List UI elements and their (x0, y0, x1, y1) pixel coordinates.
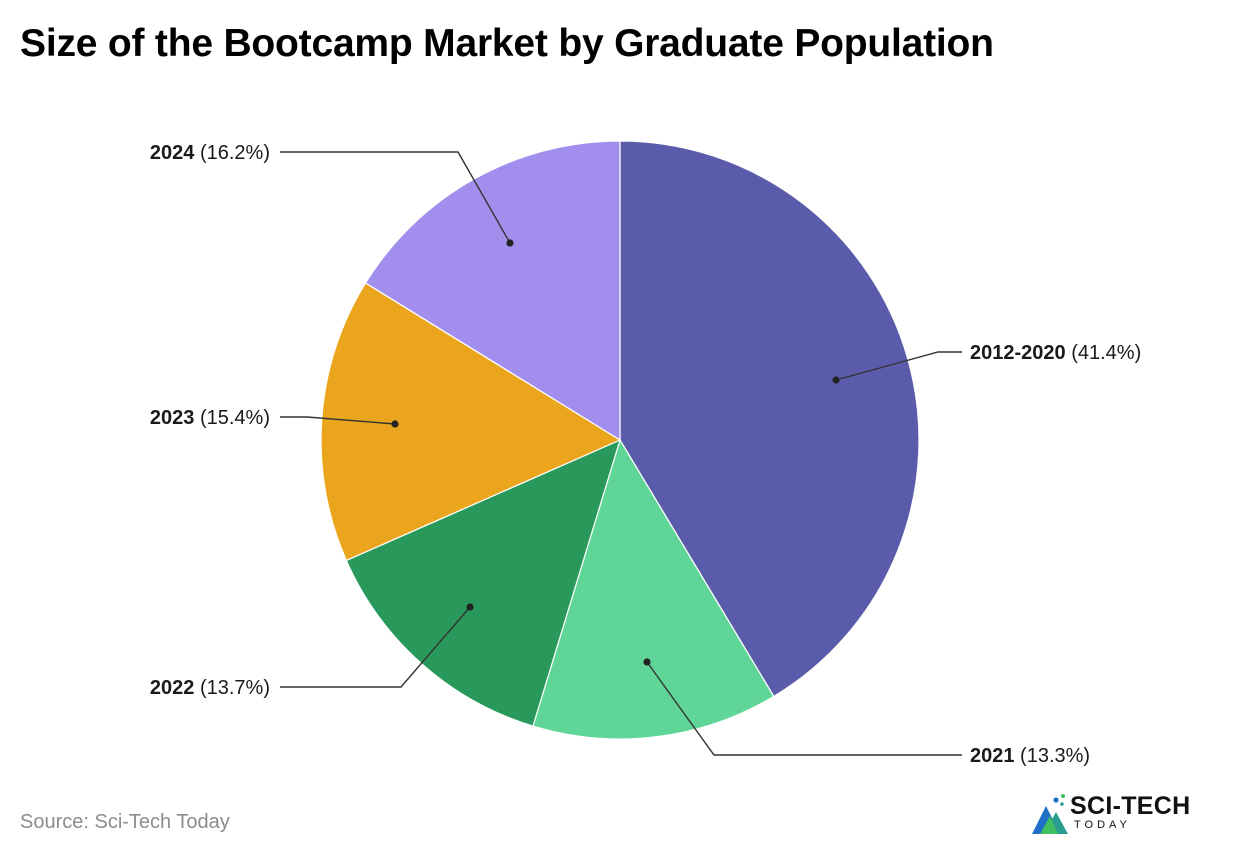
logo-name: SCI-TECH (1070, 792, 1191, 820)
slice-label-value: (13.7%) (194, 677, 270, 699)
slice-label-name: 2022 (150, 677, 195, 699)
leader-line-2023 (280, 416, 396, 425)
leader-dot-2023 (391, 420, 399, 428)
pie-slice-2021 (532, 438, 775, 740)
leader-dot-2012-2020 (832, 376, 840, 384)
slice-label-2022: 2022 (13.7%) (150, 677, 270, 699)
slice-label-name: 2012-2020 (970, 342, 1066, 364)
slice-label-name: 2023 (150, 407, 195, 429)
sci-tech-logo-icon (1032, 794, 1068, 834)
leader-line-2022 (280, 606, 471, 688)
chart-title: Size of the Bootcamp Market by Graduate … (20, 22, 994, 65)
leader-dot-2022 (466, 603, 474, 611)
slice-label-value: (15.4%) (194, 407, 270, 429)
leader-line-2024 (280, 151, 511, 244)
slice-label-2021: 2021 (13.3%) (970, 745, 1090, 767)
slice-label-2024: 2024 (16.2%) (150, 142, 270, 164)
pie-slice-2023 (320, 282, 622, 562)
slice-label-value: (41.4%) (1066, 342, 1142, 364)
slice-label-name: 2024 (150, 142, 195, 164)
slice-label-2023: 2023 (15.4%) (150, 407, 270, 429)
logo-sub: TODAY (1074, 819, 1131, 831)
slice-label-value: (16.2%) (194, 142, 270, 164)
leader-line-2021 (646, 661, 962, 756)
brand-logo: SCI-TECH TODAY (1030, 792, 1220, 836)
pie-slice-2024 (364, 140, 621, 442)
leader-line-2012-2020 (835, 351, 962, 381)
source-note: Source: Sci-Tech Today (20, 811, 230, 833)
leader-dot-2024 (506, 239, 514, 247)
leader-dot-2021 (643, 658, 651, 666)
slice-label-2012-2020: 2012-2020 (41.4%) (970, 342, 1141, 364)
slice-label-value: (13.3%) (1015, 745, 1091, 767)
slice-label-name: 2021 (970, 745, 1015, 767)
